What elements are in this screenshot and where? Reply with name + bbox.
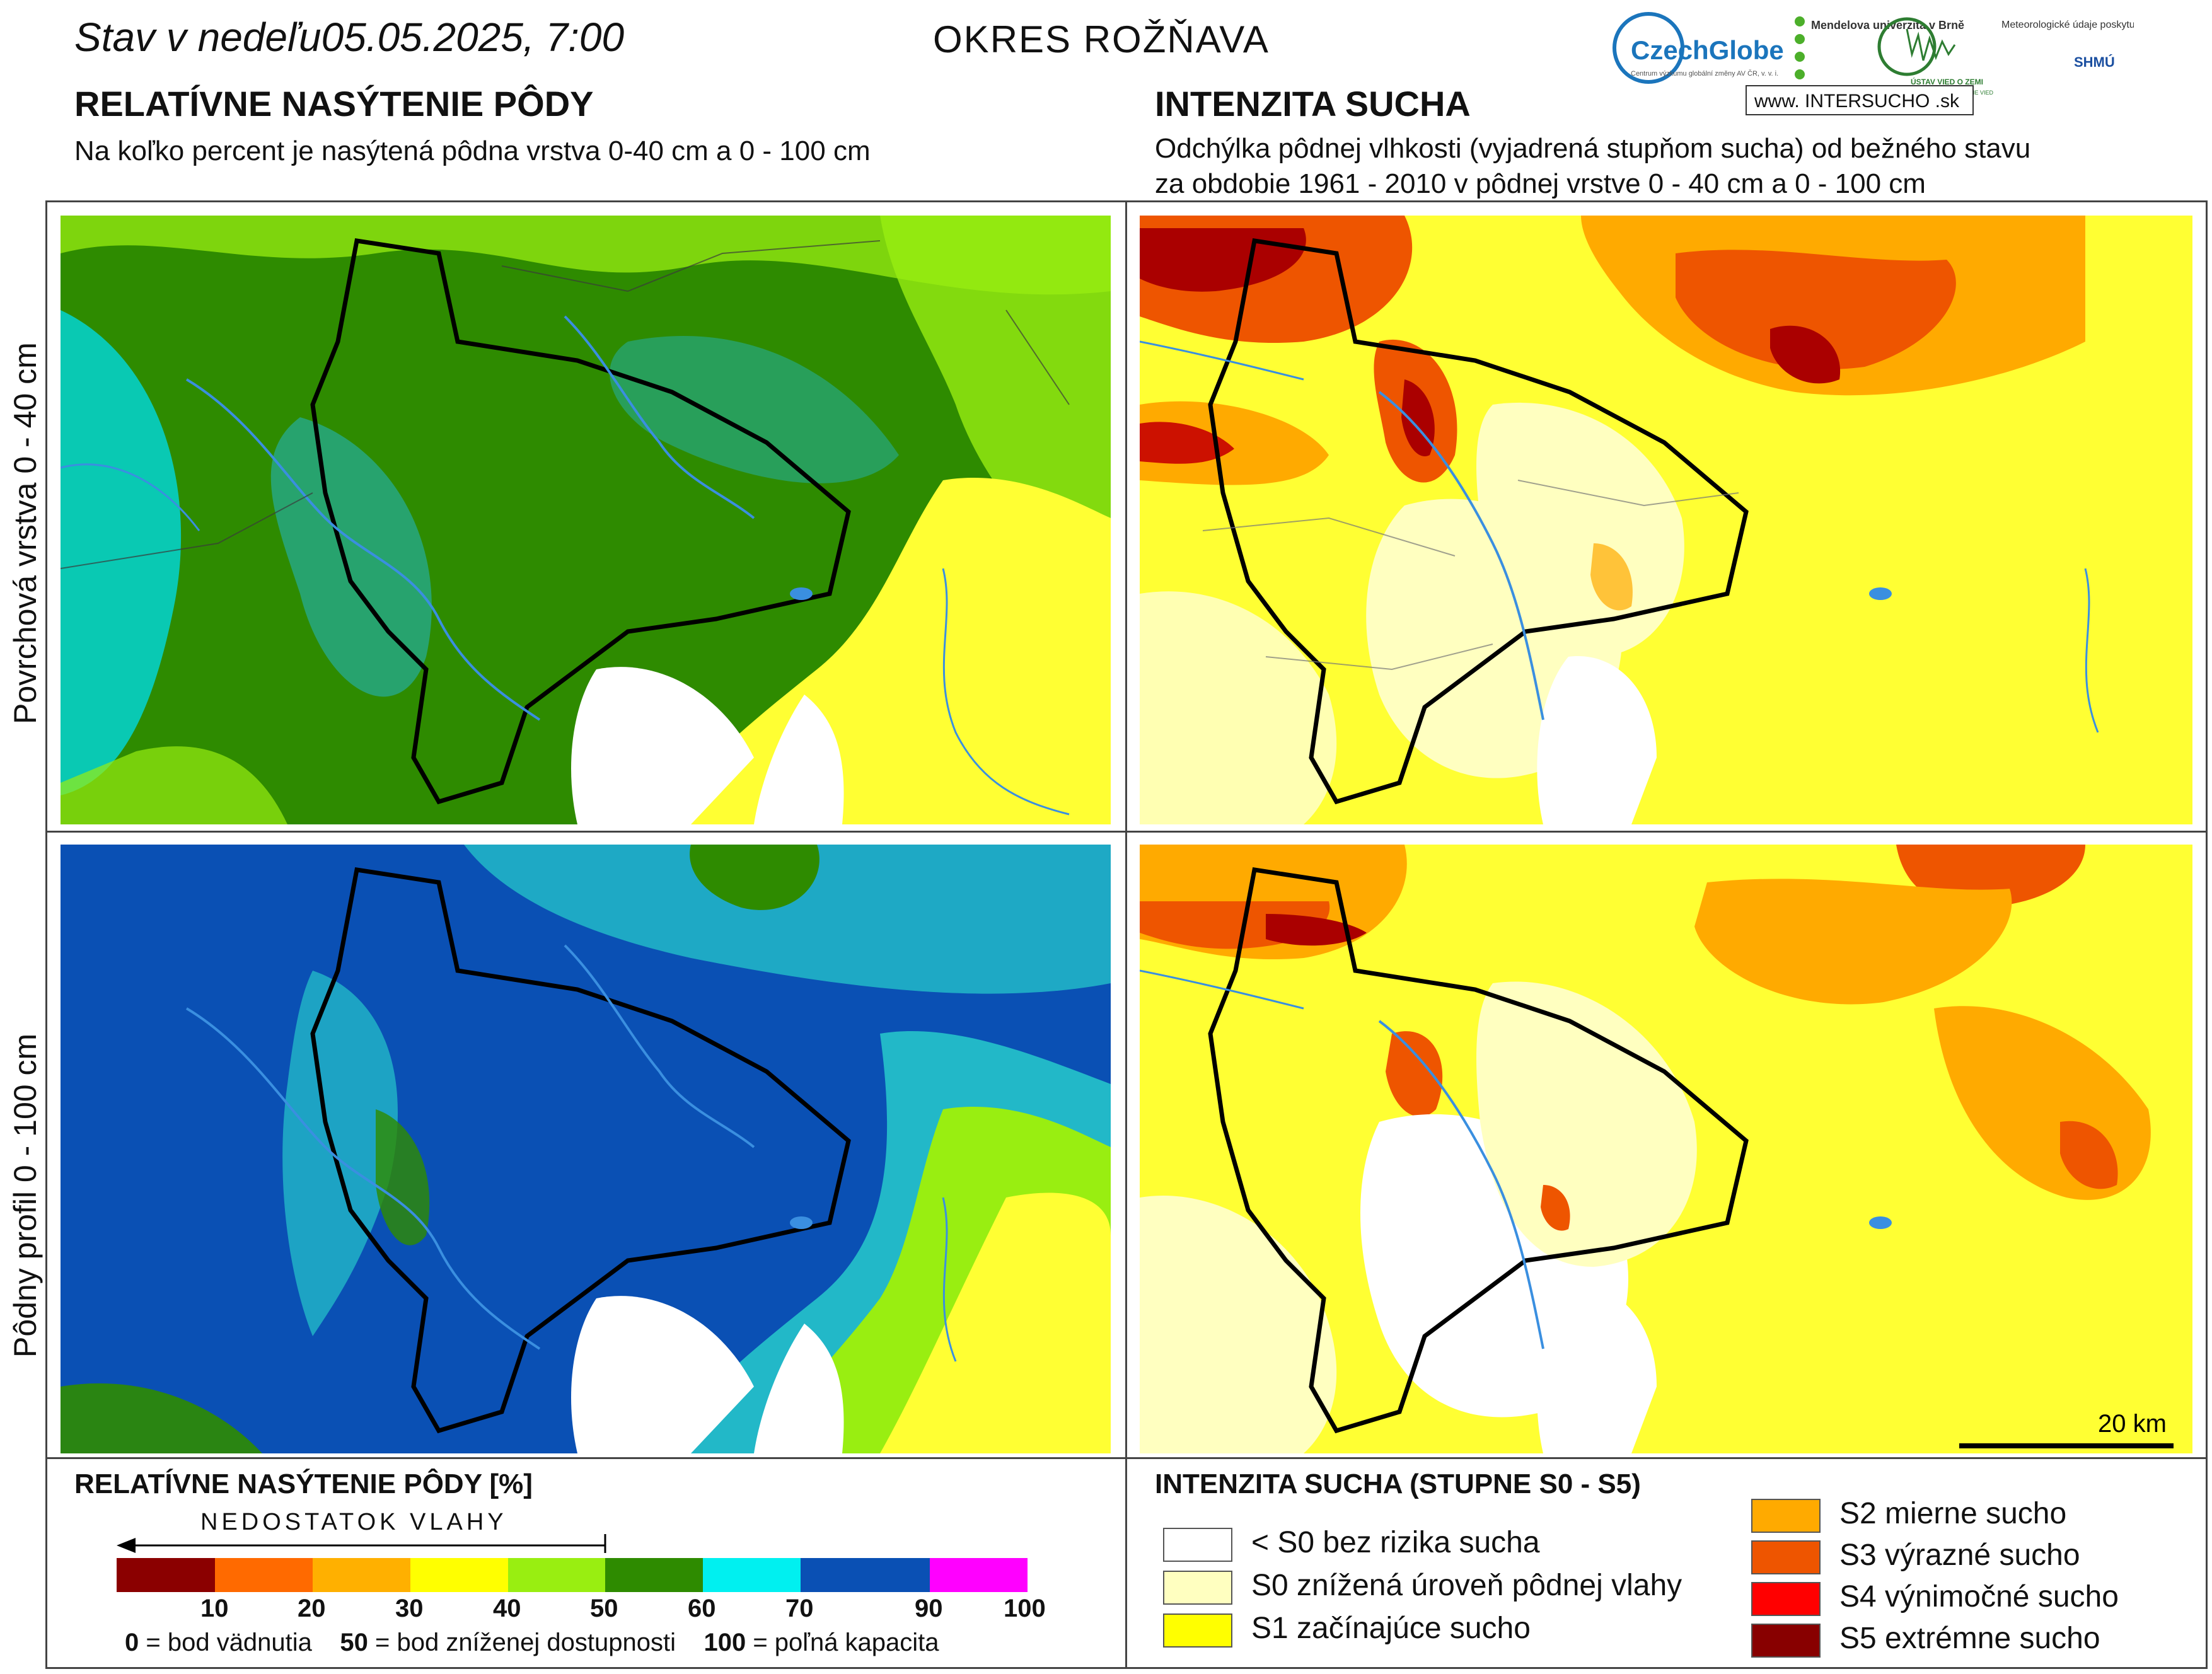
partner-logos: CzechGlobe Centrum výzkumu globální změn…	[1611, 10, 2146, 117]
right-section-subtitle-2: za obdobie 1961 - 2010 v pôdnej vrstve 0…	[1155, 168, 1926, 199]
legend-drought-box-s0	[1163, 1571, 1232, 1605]
legend-tick-100: 100	[1004, 1595, 1046, 1622]
legend-tick-20: 20	[298, 1595, 326, 1622]
legend-tick-70: 70	[785, 1595, 814, 1622]
right-section-subtitle-1: Odchýlka pôdnej vlhkosti (vyjadrená stup…	[1155, 133, 2031, 164]
intersucho-logo-box	[1746, 85, 1974, 115]
horizontal-divider-1	[45, 831, 2208, 833]
legend-bin-60-70	[703, 1558, 801, 1592]
legend-tick-90: 90	[915, 1595, 943, 1622]
legend-saturation-bar	[117, 1558, 1028, 1592]
legend-drought-label-s2: S2 mierne sucho	[1839, 1497, 2067, 1530]
note-0-text: = bod vädnutia	[139, 1629, 312, 1656]
legend-drought-box-s5	[1751, 1624, 1821, 1658]
legend-drought-box-s3	[1751, 1540, 1821, 1574]
note-0-value: 0	[125, 1629, 139, 1656]
legend-saturation-notes: 0 = bod vädnutia 50 = bod zníženej dostu…	[125, 1629, 939, 1657]
district-boundary-4	[1208, 867, 1749, 1434]
map-drought-0-100: 20 km	[1139, 845, 2192, 1453]
date-value: 05.05.2025, 7:00	[321, 14, 625, 60]
district-boundary	[310, 238, 851, 805]
legend-drought-label-s5: S5 extrémne sucho	[1839, 1622, 2100, 1655]
mendelu-dots-icon	[1795, 16, 1805, 79]
district-title: OKRES ROŽŇAVA	[933, 18, 1270, 61]
legend-tick-30: 30	[395, 1595, 424, 1622]
legend-tick-10: 10	[200, 1595, 229, 1622]
ustav-logo-text: ÚSTAV VIED O ZEMI	[1911, 77, 1983, 86]
legend-drought-label-s4: S4 výnimočné sucho	[1839, 1580, 2119, 1613]
legend-drought-title: INTENZITA SUCHA (STUPNE S0 - S5)	[1155, 1469, 1641, 1499]
date-prefix: Stav v nedeľu	[74, 14, 321, 60]
left-section-subtitle: Na koľko percent je nasýtená pôdna vrstv…	[74, 136, 871, 166]
intersucho-logo-text: www. INTERSUCHO .sk	[1754, 91, 1960, 112]
legend-saturation-title: RELATÍVNE NASÝTENIE PÔDY [%]	[74, 1469, 533, 1499]
row-label-bottom: Pôdny profil 0 - 100 cm	[8, 1033, 43, 1358]
district-boundary-2	[1208, 238, 1749, 805]
legend-tick-50: 50	[590, 1595, 618, 1622]
ustav-logo-icon	[1877, 17, 1937, 76]
note-50-text: = bod zníženej dostupnosti	[368, 1629, 676, 1656]
legend-drought-box-s4	[1751, 1582, 1821, 1616]
note-100-value: 100	[704, 1629, 746, 1656]
map-saturation-0-40	[60, 216, 1111, 824]
legend-drought-box-s1	[1163, 1613, 1232, 1648]
legend-drought-label-s0: S0 znížená úroveň pôdnej vlahy	[1251, 1569, 1682, 1602]
map-saturation-0-40-graphic	[60, 216, 1111, 824]
legend-arrow-label: NEDOSTATOK VLAHY	[200, 1509, 507, 1535]
legend-drought-box-below-s0	[1163, 1528, 1232, 1562]
legend-bin-30-40	[410, 1558, 508, 1592]
map-drought-0-100-graphic: 20 km	[1139, 845, 2192, 1453]
date-line: Stav v nedeľu05.05.2025, 7:00	[74, 14, 624, 61]
right-section-title: INTENZITA SUCHA	[1155, 84, 1471, 124]
logos-graphic: CzechGlobe Centrum výzkumu globální změn…	[1613, 12, 2146, 115]
legend-drought-label-s3: S3 výrazné sucho	[1839, 1538, 2080, 1572]
czechglobe-logo-sub: Centrum výzkumu globální změny AV ČR, v.…	[1631, 69, 1778, 78]
czechglobe-logo-text: CzechGlobe	[1631, 35, 1784, 65]
scale-bar-label: 20 km	[2098, 1410, 2167, 1438]
note-100-text: = poľná kapacita	[746, 1629, 939, 1656]
horizontal-divider-2	[45, 1457, 2208, 1459]
legend-bin-10-20	[215, 1558, 313, 1592]
legend-bin-40-50	[508, 1558, 605, 1592]
note-50-value: 50	[340, 1629, 368, 1656]
map-drought-0-40	[1139, 216, 2192, 824]
legend-tick-60: 60	[688, 1595, 716, 1622]
legend-bin-0-10	[117, 1558, 215, 1592]
legend-tick-40: 40	[493, 1595, 521, 1622]
legend-drought-label-below-s0: < S0 bez rizika sucha	[1251, 1526, 1540, 1559]
map-saturation-0-100	[61, 845, 1111, 1453]
row-label-top: Povrchová vrstva 0 - 40 cm	[8, 342, 43, 724]
legend-bin-90-100	[930, 1558, 1028, 1592]
district-boundary-3	[310, 867, 851, 1434]
legend-drought-label-s1: S1 začínajúce sucho	[1251, 1612, 1531, 1645]
legend-bin-70-90	[801, 1558, 930, 1592]
shmu-logo-text: SHMÚ	[2074, 54, 2115, 70]
legend-arrow-icon	[117, 1534, 606, 1553]
vertical-divider	[1125, 200, 1127, 1669]
left-section-title: RELATÍVNE NASÝTENIE PÔDY	[74, 84, 594, 124]
map-saturation-0-100-graphic	[61, 845, 1111, 1453]
legend-bin-50-60	[605, 1558, 703, 1592]
legend-bin-20-30	[313, 1558, 410, 1592]
legend-drought-box-s2	[1751, 1499, 1821, 1533]
meteo-text: Meteorologické údaje poskytuje:	[2001, 20, 2134, 30]
map-drought-0-40-graphic	[1139, 216, 2192, 824]
